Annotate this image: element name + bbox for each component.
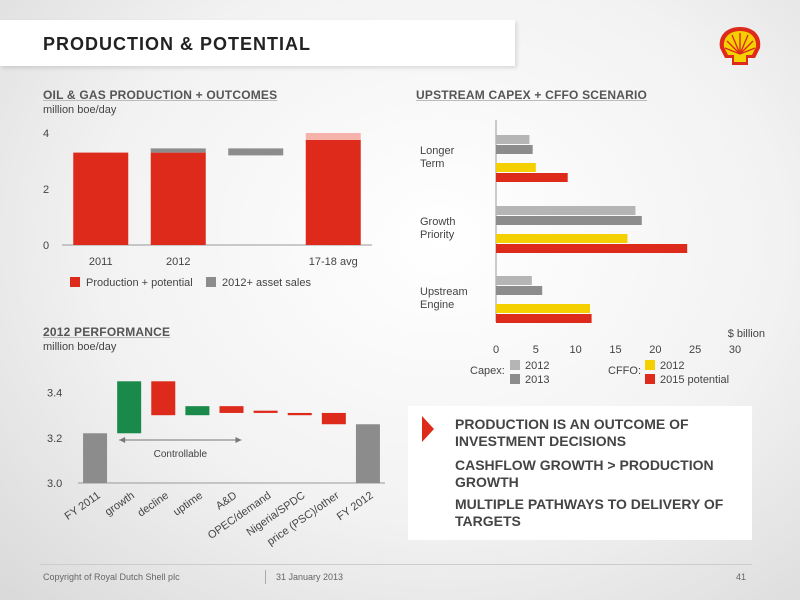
waterfall-bar bbox=[117, 381, 142, 434]
waterfall-bar bbox=[355, 424, 380, 483]
footer-divider bbox=[40, 564, 752, 565]
x-tick-label: 5 bbox=[533, 344, 539, 356]
capex-chart-title: UPSTREAM CAPEX + CFFO SCENARIO bbox=[416, 88, 648, 102]
y-tick-label: 0 bbox=[43, 240, 49, 252]
waterfall-bar bbox=[321, 412, 346, 425]
category-label: Upstream Engine bbox=[420, 286, 468, 311]
x-tick-label: 17-18 avg bbox=[309, 256, 358, 268]
waterfall-bar bbox=[83, 433, 108, 483]
y-tick-label: 3.4 bbox=[47, 388, 62, 400]
y-tick-label: 4 bbox=[43, 128, 49, 140]
performance-unit-label: million boe/day bbox=[43, 341, 117, 353]
x-tick-label: uptime bbox=[171, 490, 205, 519]
waterfall-bar bbox=[287, 412, 312, 416]
message-box bbox=[408, 406, 752, 540]
legend-capex-2012: 2012 bbox=[525, 360, 549, 372]
legend-capex-2013: 2013 bbox=[525, 374, 549, 386]
y-tick-label: 2 bbox=[43, 184, 49, 196]
bar-capex-2012 bbox=[496, 135, 530, 144]
bracket-left-arrow bbox=[119, 437, 126, 443]
performance-chart-title: 2012 PERFORMANCE bbox=[43, 325, 171, 339]
x-tick-label: 2012 bbox=[166, 256, 190, 268]
page-title: PRODUCTION & POTENTIAL bbox=[43, 34, 311, 54]
bar-cffo-2012 bbox=[496, 304, 591, 313]
category-label: Longer Term bbox=[420, 145, 455, 170]
legend-swatch-capex-2012 bbox=[510, 360, 520, 370]
message-2: CASHFLOW GROWTH > PRODUCTION GROWTH bbox=[455, 457, 714, 490]
x-tick-label: 20 bbox=[649, 344, 661, 356]
x-tick-label: 25 bbox=[689, 344, 701, 356]
waterfall-bar bbox=[185, 406, 210, 416]
bar-capex-2012 bbox=[496, 276, 532, 285]
x-tick-label: FY 2011 bbox=[63, 490, 103, 523]
legend-swatch-cffo-2015 bbox=[645, 374, 655, 384]
bracket-right-arrow bbox=[235, 437, 242, 443]
page-number: 41 bbox=[736, 572, 747, 582]
legend-swatch-cffo-2012 bbox=[645, 360, 655, 370]
bar-capex-2013 bbox=[496, 286, 543, 295]
x-axis-unit: $ billion bbox=[728, 328, 765, 340]
legend-swatch-production bbox=[70, 277, 80, 287]
footer-date: 31 January 2013 bbox=[276, 572, 344, 582]
x-tick-label: decline bbox=[136, 490, 171, 520]
bar-production bbox=[305, 140, 361, 245]
footer-copyright: Copyright of Royal Dutch Shell plc bbox=[43, 572, 180, 582]
legend-label-production: Production + potential bbox=[86, 277, 193, 289]
shell-logo-icon bbox=[719, 27, 761, 65]
legend-cffo-2012: 2012 bbox=[660, 360, 684, 372]
y-tick-label: 3.0 bbox=[47, 478, 62, 490]
bar-production bbox=[73, 152, 129, 245]
waterfall-bar bbox=[219, 406, 244, 413]
bar-capex-2012 bbox=[496, 206, 636, 215]
x-tick-label: 10 bbox=[570, 344, 582, 356]
footer-separator bbox=[265, 570, 266, 584]
bar-asset-sales bbox=[150, 148, 206, 153]
bar-cffo-2012 bbox=[496, 163, 536, 172]
bar-cffo-2015-potential bbox=[496, 314, 592, 323]
x-tick-label: 2011 bbox=[89, 256, 113, 268]
bar-asset-sales bbox=[228, 148, 284, 156]
controllable-label: Controllable bbox=[154, 449, 208, 460]
x-tick-label: 30 bbox=[729, 344, 741, 356]
legend-capex-label: Capex: bbox=[470, 365, 505, 377]
legend-cffo-2015: 2015 potential bbox=[660, 374, 729, 386]
oil-gas-production-chart: 0 2 4 2011 2012 17-18 avg Production + potenti… bbox=[43, 128, 372, 289]
x-tick-label: FY 2012 bbox=[335, 490, 376, 524]
category-label: Growth Priority bbox=[420, 216, 455, 241]
title-bar bbox=[0, 20, 515, 66]
x-tick-label: 0 bbox=[493, 344, 499, 356]
bar-capex-2013 bbox=[496, 145, 533, 154]
legend-label-asset-sales: 2012+ asset sales bbox=[222, 277, 311, 289]
waterfall-bar bbox=[151, 381, 176, 416]
legend-swatch-capex-2013 bbox=[510, 374, 520, 384]
bar-cffo-2015-potential bbox=[496, 173, 568, 182]
x-tick-label: A&D bbox=[214, 490, 239, 513]
oil-gas-chart-title: OIL & GAS PRODUCTION + OUTCOMES bbox=[43, 88, 278, 102]
oil-gas-unit-label: million boe/day bbox=[43, 104, 117, 116]
y-tick-label: 3.2 bbox=[47, 433, 62, 445]
message-3: MULTIPLE PATHWAYS TO DELIVERY OF TARGETS bbox=[455, 496, 724, 529]
capex-cffo-chart: 0 5 10 15 20 25 30 $ billion Longer Term Growth Pri… bbox=[420, 120, 765, 386]
waterfall-bar bbox=[253, 410, 278, 413]
bar-production bbox=[150, 152, 206, 245]
bar-capex-2013 bbox=[496, 216, 642, 225]
bar-potential-fade bbox=[305, 133, 361, 140]
bar-cffo-2015-potential bbox=[496, 244, 688, 253]
x-tick-label: 15 bbox=[609, 344, 621, 356]
triangle-arrow-icon bbox=[422, 416, 434, 442]
legend-swatch-asset-sales bbox=[206, 277, 216, 287]
x-tick-label: growth bbox=[103, 490, 137, 519]
message-1: PRODUCTION IS AN OUTCOME OF INVESTMENT D… bbox=[455, 416, 689, 449]
legend-cffo-label: CFFO: bbox=[608, 365, 641, 377]
bar-cffo-2012 bbox=[496, 234, 628, 243]
